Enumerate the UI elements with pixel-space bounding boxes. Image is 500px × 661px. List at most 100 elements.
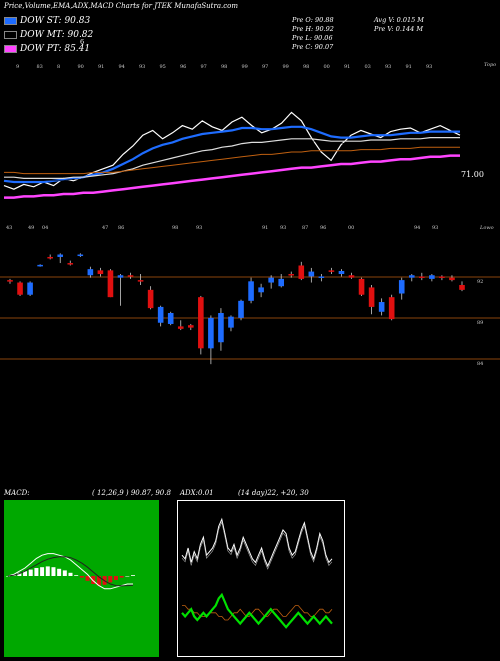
candle-body: [27, 282, 33, 295]
ema-line-ema_mid: [4, 137, 460, 179]
adx-svg: [181, 517, 333, 629]
candle-body: [228, 316, 234, 328]
ema-top-date: 97: [262, 64, 268, 70]
ema-top-date: 98: [221, 64, 227, 70]
ema-top-date: 99: [283, 64, 289, 70]
price-level-label: 92: [477, 279, 483, 285]
candle-body: [7, 280, 13, 282]
ema-top-date: 93: [139, 64, 145, 70]
macd-histogram-bar: [125, 576, 130, 577]
ema-bottom-date: 86: [118, 225, 124, 231]
macd-histogram-bar: [108, 576, 113, 583]
macd-histogram-bar: [28, 569, 33, 576]
ema-top-date: 96: [180, 64, 186, 70]
candle-body: [278, 278, 284, 287]
adx-line-di-plus-shadow: [181, 521, 333, 570]
macd-histogram-bar: [68, 572, 73, 576]
ema-top-date: 00: [324, 64, 330, 70]
ema-top-date: 99: [242, 64, 248, 70]
macd-svg: [6, 553, 135, 590]
candle-body: [107, 270, 114, 298]
candle-body: [358, 278, 365, 295]
main-chart-svg: 9 83 8 90 91 94 93 95 96 97 98 99 97 99 98 00 91 03 93 91 93…: [0, 62, 500, 367]
macd-histogram-bar: [79, 576, 84, 578]
ema-price-label: 71.00: [461, 170, 484, 179]
candle-body: [439, 276, 445, 278]
adx-label: ADX:0.01: [180, 489, 214, 497]
ema-bottom-date: 47: [102, 225, 108, 231]
ema-top-label: Topo: [484, 62, 496, 68]
candle-body: [398, 280, 405, 294]
macd-histogram-bar: [91, 576, 96, 584]
price-level-label: 84: [477, 361, 483, 367]
legend-swatch-st: [4, 17, 17, 25]
ema-top-date: 91: [98, 64, 104, 70]
ema-top-date: 90: [78, 64, 84, 70]
macd-line-macd: [7, 553, 133, 590]
macd-histogram-bar: [85, 576, 90, 581]
adx-params: (14 day)22, +20, 30: [238, 489, 309, 497]
ema-top-date: 03: [365, 64, 371, 70]
candle-body: [338, 270, 345, 275]
ema-top-date: 8: [57, 64, 60, 70]
candle-body: [117, 275, 124, 278]
ema-top-date: 94: [119, 64, 125, 70]
macd-panel: [4, 500, 159, 657]
candle-body: [208, 317, 214, 349]
candle-body: [218, 313, 224, 343]
ema-bottom-date: 94: [414, 225, 420, 231]
ema-top-date: 98: [303, 64, 309, 70]
stat-pre-open: Pre O: 90.88: [292, 16, 334, 24]
ema-top-date: 91: [406, 64, 412, 70]
legend-extra-mark: 6: [80, 38, 85, 46]
candle-body: [17, 282, 23, 295]
candle-body: [87, 269, 94, 276]
ema-bottom-date: 98: [172, 225, 178, 231]
macd-label: MACD:: [4, 489, 30, 497]
candle-body: [419, 276, 425, 278]
macd-histogram-bar: [40, 567, 45, 576]
ema-bottom-date: 04: [42, 225, 48, 231]
macd-histogram-bar: [119, 576, 124, 578]
macd-histogram-bar: [23, 571, 28, 576]
macd-histogram-bar: [74, 575, 79, 576]
macd-histogram-bar: [131, 575, 135, 576]
ema-top-date-labels: 9 83 8 90 91 94 93 95 96 97 98 99 97 99 98 00 91 03 93 91 93: [16, 64, 432, 70]
ema-bottom-date: 93: [196, 225, 202, 231]
candle-body: [318, 276, 325, 278]
ema-lines: [3, 111, 461, 199]
ema-top-date: 9: [16, 64, 19, 70]
legend-swatch-pt: [4, 45, 17, 53]
candle-body: [47, 256, 53, 259]
candle-body: [198, 297, 204, 349]
candle-body: [147, 289, 154, 309]
ema-line-ema_pt: [4, 154, 460, 199]
stat-avg-volume: Avg V: 0.015 M: [374, 16, 424, 24]
ema-bottom-label: Lowo: [479, 225, 494, 231]
adx-line-di_plus: [181, 517, 333, 568]
adx-panel: [177, 500, 345, 657]
candle-body: [308, 271, 315, 277]
ema-bottom-date: 00: [348, 225, 354, 231]
legend-dow-st: DOW ST: 90.83: [4, 16, 90, 26]
candle-body: [449, 277, 455, 281]
candle-body: [378, 302, 385, 312]
macd-histogram-bar: [113, 576, 118, 580]
ema-bottom-date: 43: [6, 225, 12, 231]
candle-body: [127, 275, 134, 277]
ema-top-date: 93: [426, 64, 432, 70]
ema-top-date: 83: [37, 64, 43, 70]
ema-bottom-date: 49: [28, 225, 34, 231]
macd-line-signal: [7, 556, 134, 587]
ema-bottom-date: 96: [320, 225, 326, 231]
macd-histogram-bar: [62, 570, 67, 576]
candle-body: [368, 287, 375, 307]
candle-body: [288, 274, 295, 276]
ema-top-date: 93: [385, 64, 391, 70]
candle-body: [97, 270, 104, 275]
macd-params: ( 12,26,9 ) 90.87, 90.8: [92, 489, 171, 497]
legend-label-st: DOW ST: 90.83: [20, 16, 91, 26]
candle-body: [188, 325, 194, 328]
candle-body: [328, 270, 335, 272]
macd-histogram-bar: [34, 568, 39, 576]
